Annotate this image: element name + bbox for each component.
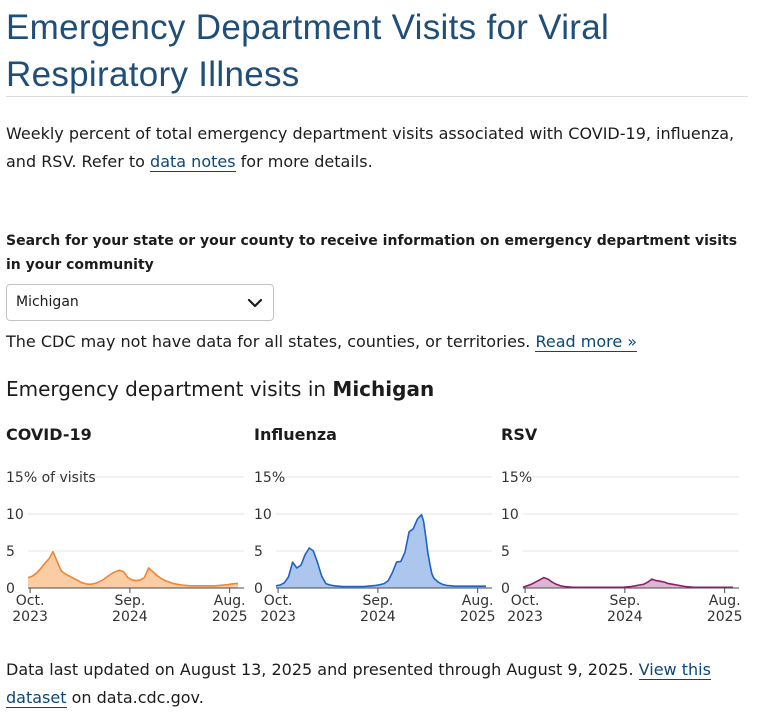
x-tick-year: 2024 (112, 609, 148, 625)
chart-title-rsv: RSV (501, 425, 538, 444)
y-tick-label: 5 (501, 544, 510, 560)
data-update-note: Data last updated on August 13, 2025 and… (6, 656, 751, 712)
x-tick-year: 2025 (460, 609, 496, 625)
x-tick-month: Sep. (362, 593, 393, 609)
x-tick-month: Oct. (16, 593, 45, 609)
x-tick-month: Sep. (114, 593, 145, 609)
x-tick-month: Aug. (709, 593, 741, 609)
series-area (28, 551, 238, 588)
x-tick-year: 2023 (12, 609, 48, 625)
chart-title-covid: COVID-19 (6, 425, 92, 444)
y-tick-label: 0 (501, 581, 510, 597)
series-line (522, 576, 733, 589)
x-tick-year: 2023 (507, 609, 543, 625)
search-label: Search for your state or your county to … (6, 233, 738, 273)
intro-text-after: for more details. (235, 152, 373, 171)
view-dataset-link[interactable]: View this dataset (6, 660, 711, 708)
x-tick-year: 2024 (607, 609, 643, 625)
chart-influenza: 0 5 10 15% Oct.2023 Sep.2024 Aug.2025 (254, 470, 496, 625)
x-tick-year: 2025 (707, 609, 743, 625)
x-tick-year: 2024 (360, 609, 396, 625)
chevron-down-icon (247, 298, 263, 308)
x-tick-year: 2025 (212, 609, 248, 625)
y-tick-label: 15% (501, 470, 532, 486)
footer-text-before: Data last updated on August 13, 2025 and… (6, 660, 639, 679)
y-tick-label: 0 (254, 581, 263, 597)
y-tick-label: 15% (254, 470, 285, 486)
x-tick-month: Sep. (609, 593, 640, 609)
series-line (27, 550, 238, 587)
location-select[interactable]: Michigan (6, 284, 274, 321)
y-tick-label: 0 (6, 581, 15, 597)
intro-paragraph: Weekly percent of total emergency depart… (6, 120, 751, 176)
data-disclaimer: The CDC may not have data for all states… (6, 329, 751, 355)
y-tick-label: 5 (254, 544, 263, 560)
chart-rsv: 0 5 10 15% Oct.2023 Sep.2024 Aug.2025 (501, 470, 743, 625)
y-tick-label: 5 (6, 544, 15, 560)
intro-text-before: Weekly percent of total emergency depart… (6, 124, 735, 171)
location-select-value: Michigan (16, 294, 79, 310)
section-heading-prefix: Emergency department visits in (6, 377, 333, 401)
x-tick-month: Aug. (214, 593, 246, 609)
title-divider (6, 96, 748, 97)
x-tick-month: Oct. (264, 593, 293, 609)
y-tick-label: 10 (501, 507, 519, 523)
page-title: Emergency Department Visits for Viral Re… (6, 8, 610, 94)
section-heading-location: Michigan (332, 377, 435, 401)
y-tick-label: 10 (6, 507, 24, 523)
x-tick-year: 2023 (260, 609, 296, 625)
data-notes-link[interactable]: data notes (150, 152, 236, 172)
x-tick-month: Oct. (511, 593, 540, 609)
footer-text-after: on data.cdc.gov. (66, 688, 204, 707)
y-tick-label: 10 (254, 507, 272, 523)
section-heading: Emergency department visits in Michigan (6, 374, 434, 404)
disclaimer-text: The CDC may not have data for all states… (6, 332, 536, 351)
x-tick-month: Aug. (462, 593, 494, 609)
series-area (523, 577, 733, 588)
read-more-link[interactable]: Read more » (535, 332, 638, 352)
chart-covid: 0 5 10 15% of visits Oct.2023 Sep.2024 Aug.202… (6, 470, 248, 625)
series-area (276, 514, 486, 588)
chart-title-influenza: Influenza (254, 425, 337, 444)
y-tick-label: 15% of visits (6, 470, 96, 486)
series-line (275, 513, 486, 588)
